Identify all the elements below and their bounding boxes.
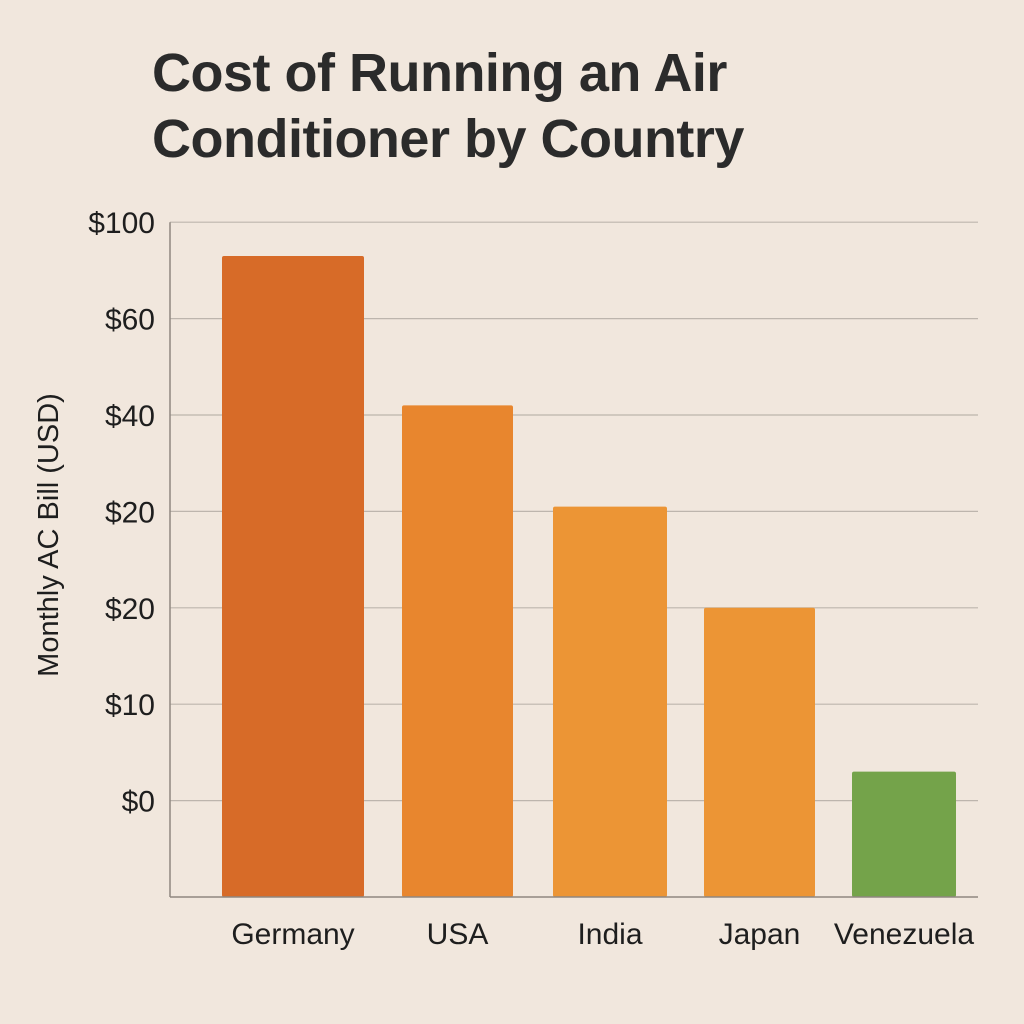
y-tick-label: $10 (105, 689, 155, 722)
bar-india (553, 506, 667, 897)
y-tick-label: $0 (122, 786, 155, 819)
x-tick-labels: Germany USA India Japan Venezuela (231, 918, 974, 951)
y-tick-label: $60 (105, 304, 155, 337)
axes (169, 222, 978, 898)
y-tick-label: $20 (105, 593, 155, 626)
x-tick-label: Japan (719, 918, 801, 951)
x-tick-label: USA (427, 918, 489, 951)
bars (222, 255, 956, 897)
x-tick-label: India (577, 918, 642, 951)
y-tick-label: $20 (105, 496, 155, 529)
x-tick-label: Venezuela (834, 918, 974, 951)
bar-venezuela (852, 771, 956, 897)
x-tick-label: Germany (231, 918, 354, 951)
bar-germany (222, 255, 364, 897)
y-axis-label: Monthly AC Bill (USD) (33, 393, 65, 677)
y-tick-labels: $0 $10 $20 $20 $40 $60 $100 (88, 207, 155, 818)
bar-japan (704, 607, 815, 897)
y-tick-label: $40 (105, 400, 155, 433)
bar-usa (402, 405, 513, 897)
y-tick-label: $100 (88, 207, 155, 240)
chart-title: Cost of Running an Air Conditioner by Co… (152, 43, 744, 169)
